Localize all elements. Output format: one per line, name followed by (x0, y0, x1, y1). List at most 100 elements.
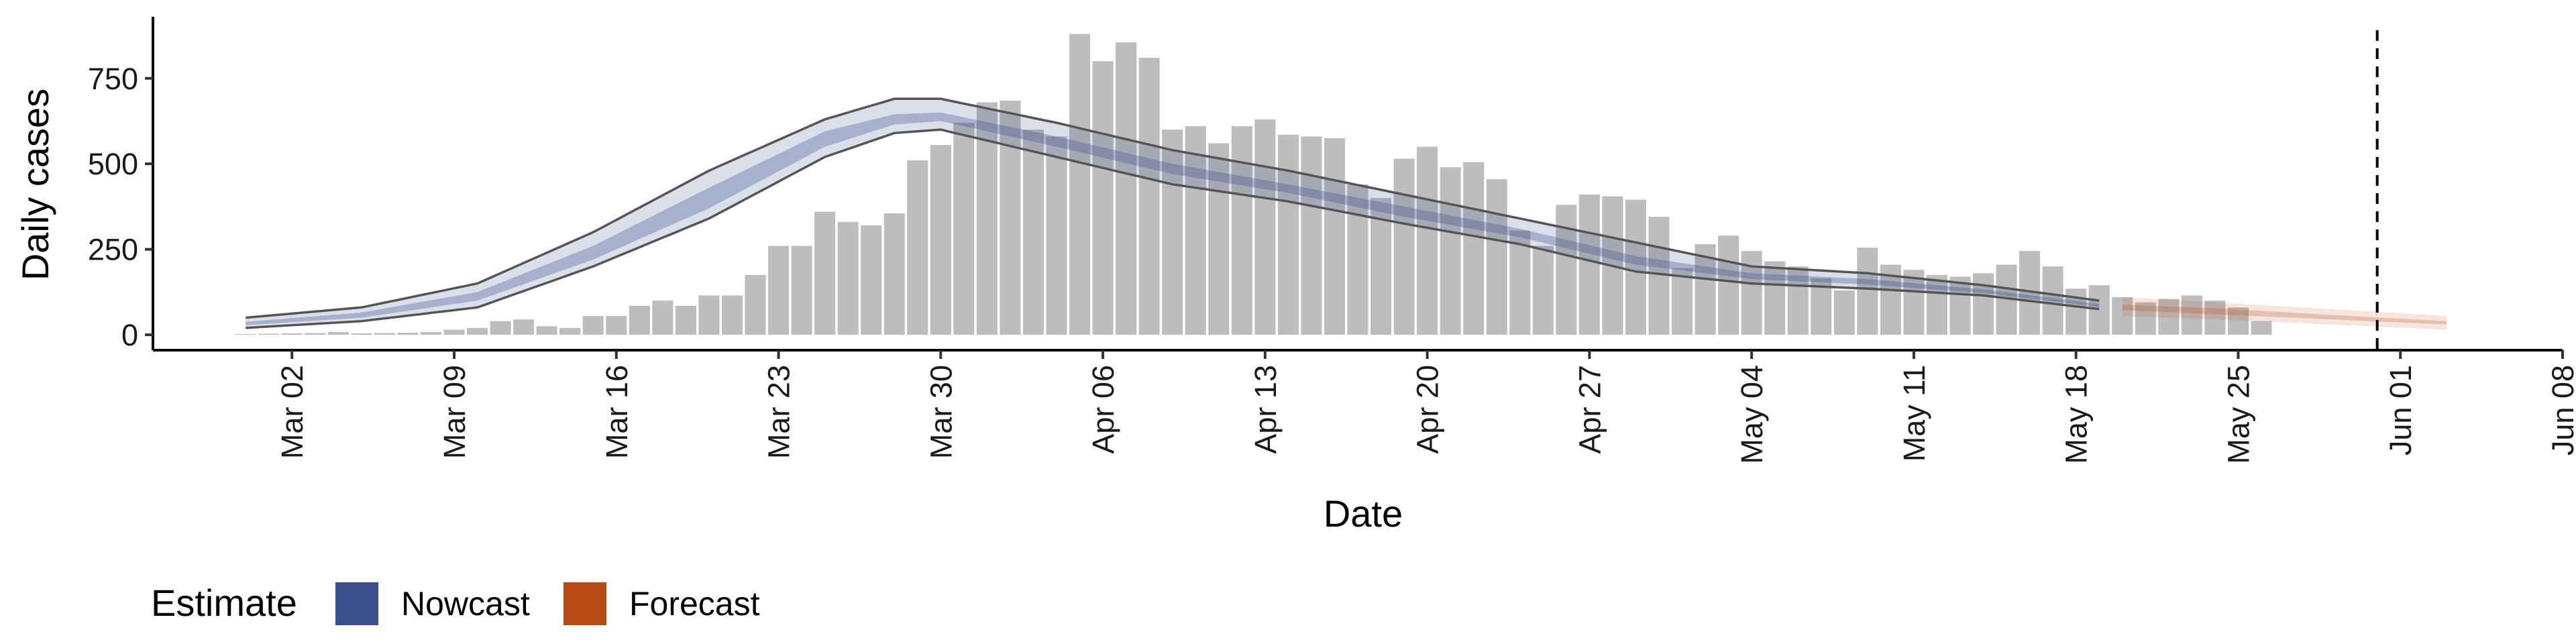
bar-day-6 (374, 333, 395, 335)
x-axis-title: Date (1324, 492, 1403, 535)
bar-day-85 (2204, 301, 2226, 335)
x-tick-label: Mar 30 (924, 365, 958, 459)
y-tick-label: 0 (121, 318, 138, 352)
bar-day-15 (582, 316, 604, 335)
x-tick-label: Mar 16 (600, 365, 634, 459)
bar-day-45 (1277, 134, 1299, 335)
bar-day-19 (675, 305, 696, 335)
x-tick-label: Mar 23 (762, 365, 796, 459)
bar-day-58 (1578, 195, 1600, 335)
bar-day-87 (2251, 321, 2272, 335)
bar-day-24 (791, 246, 812, 335)
bar-day-81 (2112, 297, 2133, 335)
bar-day-40 (1162, 129, 1183, 335)
bar-day-64 (1718, 235, 1739, 335)
bar-day-7 (397, 333, 419, 335)
bar-day-55 (1509, 230, 1531, 335)
bar-day-26 (837, 221, 859, 335)
bar-day-54 (1486, 179, 1507, 335)
legend-title: Estimate (151, 582, 297, 624)
bands-layer (246, 97, 2447, 330)
bars-layer (235, 34, 2272, 335)
bar-day-46 (1301, 136, 1322, 335)
bar-day-72 (1903, 270, 1925, 335)
bar-day-4 (327, 331, 349, 335)
bar-day-62 (1672, 268, 1693, 335)
x-tick-label: Apr 13 (1248, 365, 1283, 454)
y-tick-label: 250 (88, 233, 138, 267)
bar-day-28 (883, 213, 905, 335)
legend: Estimate Nowcast Forecast (151, 582, 760, 625)
bar-day-53 (1463, 162, 1485, 335)
bar-day-48 (1347, 184, 1368, 335)
x-tick-label: Jun 01 (2383, 365, 2418, 455)
bar-day-35 (1046, 136, 1067, 335)
y-axis-title: Daily cases (14, 89, 56, 280)
bar-day-20 (698, 295, 720, 335)
bar-day-38 (1116, 42, 1137, 335)
forecast-inner-band (2122, 305, 2447, 325)
bar-day-5 (351, 333, 372, 335)
x-tick-label: Apr 20 (1411, 365, 1445, 454)
nowcast-inner-band (246, 112, 2100, 325)
bar-day-22 (745, 274, 766, 335)
bar-day-12 (513, 319, 535, 335)
bar-day-82 (2135, 302, 2156, 335)
x-tick-label: May 18 (2059, 365, 2094, 464)
bar-day-37 (1092, 61, 1114, 335)
bar-day-31 (953, 123, 975, 335)
bar-day-69 (1833, 290, 1855, 335)
axes-layer (152, 17, 2563, 352)
bar-day-17 (629, 305, 650, 335)
bar-day-0 (235, 334, 256, 335)
bar-day-34 (1022, 129, 1044, 335)
legend-label-nowcast: Nowcast (401, 585, 530, 623)
bar-day-60 (1625, 199, 1646, 335)
bar-day-36 (1069, 34, 1091, 335)
forecast-outer-band (2122, 297, 2447, 330)
x-tick-label: Apr 06 (1086, 365, 1120, 454)
y-ticks: 0 250 500 750 (88, 62, 153, 352)
bar-day-11 (490, 321, 511, 335)
bar-day-1 (258, 333, 280, 335)
bar-day-83 (2158, 299, 2180, 335)
y-tick-label: 500 (88, 147, 138, 181)
bar-day-29 (907, 160, 928, 335)
bar-day-66 (1764, 261, 1786, 335)
bar-day-33 (1000, 100, 1021, 335)
legend-swatch-forecast (564, 582, 606, 625)
bar-day-14 (559, 327, 581, 335)
bar-day-9 (443, 329, 465, 335)
legend-label-forecast: Forecast (629, 585, 760, 623)
bar-day-84 (2181, 295, 2202, 335)
x-tick-label: May 11 (1897, 365, 1931, 462)
bar-day-41 (1185, 126, 1206, 335)
bar-day-44 (1254, 119, 1276, 335)
bar-day-39 (1138, 58, 1160, 335)
bar-day-18 (652, 301, 674, 335)
bar-day-21 (721, 295, 743, 335)
bar-day-8 (420, 331, 441, 335)
bar-day-43 (1231, 126, 1252, 335)
bar-day-80 (2088, 285, 2110, 335)
bar-day-2 (281, 333, 303, 335)
bar-day-51 (1417, 146, 1438, 335)
bar-day-16 (606, 316, 627, 335)
bar-day-67 (1787, 266, 1809, 335)
bar-day-52 (1440, 167, 1461, 335)
bar-day-50 (1393, 158, 1415, 335)
x-tick-label: May 25 (2221, 365, 2255, 464)
x-tick-label: May 04 (1735, 365, 1769, 464)
bar-day-10 (467, 327, 488, 335)
bar-day-65 (1741, 251, 1762, 335)
bar-day-75 (1973, 273, 1994, 335)
bar-day-23 (768, 246, 790, 335)
bar-day-73 (1926, 274, 1947, 335)
x-tick-label: Mar 02 (275, 365, 309, 459)
bar-day-25 (814, 211, 836, 335)
legend-swatch-nowcast (335, 582, 378, 625)
x-tick-label: Apr 27 (1572, 365, 1607, 454)
x-ticks: Mar 02 Mar 09 Mar 16 Mar 23 Mar 30 Apr 06 Apr … (275, 350, 2576, 464)
bar-day-27 (861, 225, 882, 335)
